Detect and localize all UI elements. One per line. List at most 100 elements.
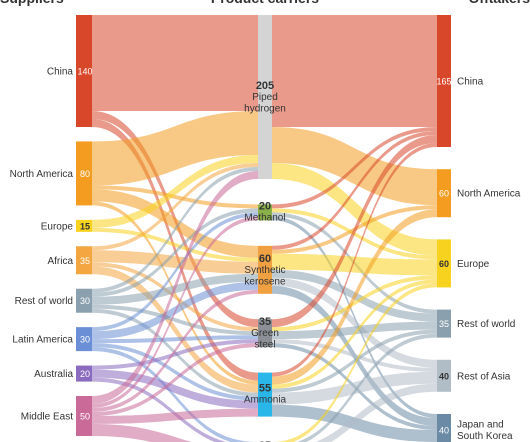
node-value: 80 (80, 169, 90, 179)
node-label: Europe (41, 221, 74, 232)
flow (272, 283, 437, 442)
node (258, 372, 272, 417)
node-value: 35 (259, 316, 271, 328)
flow (92, 119, 258, 381)
node-value: 140 (77, 67, 92, 77)
node-value: 40 (439, 426, 449, 436)
node-label: North America (10, 169, 74, 180)
column-title: Suppliers (0, 0, 64, 6)
node-label: Africa (47, 256, 73, 267)
flow (92, 250, 258, 274)
node-value: 60 (259, 253, 271, 265)
node-value: 35 (80, 256, 90, 266)
node-label: Synthetic kerosene (244, 265, 286, 288)
node (437, 239, 451, 288)
node-label: Rest of Asia (457, 371, 511, 382)
node (76, 15, 92, 127)
node-label: Piped hydrogen (244, 92, 286, 115)
flow (272, 339, 437, 372)
flow (92, 266, 258, 393)
node-value: 40 (439, 371, 449, 381)
node (76, 141, 92, 206)
node-label: Middle East (21, 412, 73, 423)
node-value: 55 (259, 383, 271, 395)
node-value: 30 (80, 296, 90, 306)
flow (272, 277, 437, 368)
node-label: Rest of world (457, 319, 515, 330)
flow (92, 208, 258, 297)
flow (92, 408, 258, 424)
flow (272, 253, 437, 276)
flow (92, 304, 258, 336)
node-label: Japan and South Korea (457, 420, 513, 442)
node (258, 204, 272, 221)
flow (92, 339, 258, 370)
flow (92, 335, 258, 344)
flow (92, 343, 258, 416)
node (258, 319, 272, 348)
node (437, 309, 451, 338)
flow (92, 155, 258, 228)
node (437, 169, 451, 218)
node-value: 60 (439, 189, 449, 199)
nodes: 140 China 80 North America 15 Europe 35 Africa 3… (10, 15, 521, 442)
node-value: 50 (80, 412, 90, 422)
flow (272, 371, 437, 405)
flow (92, 189, 258, 258)
node (76, 246, 92, 275)
node-value: 35 (439, 319, 449, 329)
node (437, 414, 451, 442)
flow (92, 262, 258, 332)
node-value: 60 (439, 259, 449, 269)
node-label: Australia (34, 369, 73, 380)
flow (92, 347, 258, 442)
flow (92, 111, 258, 186)
flow (272, 127, 437, 209)
flow (92, 163, 258, 251)
node-value: 30 (80, 335, 90, 345)
node (437, 359, 451, 392)
node-label: China (457, 77, 484, 88)
node-label: Green steel (251, 328, 279, 351)
flow (272, 216, 437, 418)
node-label: Methanol (244, 212, 285, 223)
node-label: North America (457, 189, 521, 200)
column-title: Product carriers (211, 0, 319, 6)
column-title: Offtakers (469, 0, 530, 6)
flow (272, 275, 437, 332)
flow (272, 131, 437, 250)
node (76, 327, 92, 352)
flow (92, 171, 258, 404)
flow (92, 212, 258, 332)
node (76, 365, 92, 382)
flow (272, 143, 437, 377)
flow (92, 167, 258, 293)
node (437, 15, 451, 147)
flow (92, 15, 258, 111)
node (76, 396, 92, 436)
node (76, 219, 92, 232)
node-value: 15 (80, 221, 90, 231)
flow (315, 383, 437, 442)
flow (92, 289, 258, 412)
node-label: Europe (457, 259, 490, 270)
node (76, 288, 92, 313)
node-value: 20 (259, 200, 271, 212)
node-value: 165 (436, 77, 451, 87)
node-label: Latin America (12, 335, 73, 346)
flow (92, 216, 258, 408)
flow (92, 227, 258, 262)
flow (272, 209, 437, 385)
flow (272, 15, 437, 127)
node-value: 205 (256, 80, 274, 92)
flow (272, 279, 437, 389)
flow (272, 135, 437, 328)
node-value: 20 (80, 369, 90, 379)
node-value: 25 (259, 440, 271, 442)
links (92, 15, 437, 442)
flow (272, 329, 437, 393)
node-label: Ammonia (244, 395, 287, 406)
flow (92, 343, 258, 401)
